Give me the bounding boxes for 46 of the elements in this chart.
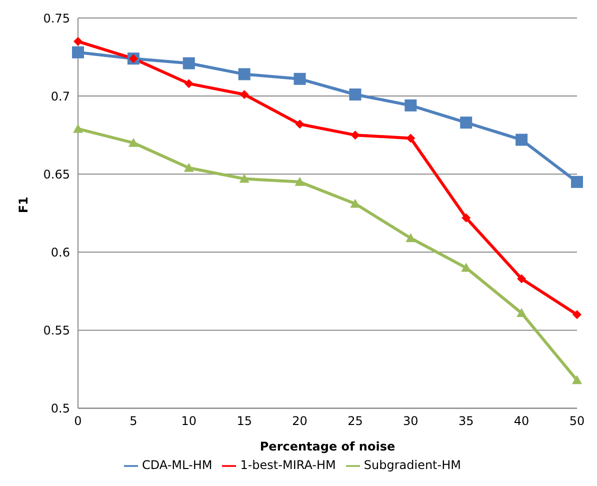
y-tick-label: 0.75: [43, 11, 70, 26]
point: [184, 162, 194, 172]
x-tick-label: 30: [403, 414, 418, 428]
point: [294, 176, 305, 186]
x-tick-label: 50: [569, 414, 585, 428]
point: [349, 88, 362, 100]
y-tick-label: 0.6: [50, 245, 70, 260]
point: [404, 99, 417, 112]
point: [182, 57, 195, 70]
y-tick-label: 0.65: [43, 167, 70, 182]
point: [294, 72, 306, 85]
point: [572, 310, 582, 320]
point: [73, 124, 83, 133]
point: [295, 120, 304, 129]
point: [516, 308, 527, 318]
point: [517, 274, 526, 284]
point: [184, 79, 194, 88]
x-tick-label: 10: [181, 414, 197, 428]
point: [462, 213, 471, 222]
point: [72, 46, 84, 58]
x-tick-label: 40: [514, 414, 530, 428]
point: [240, 90, 249, 99]
x-tick-label: 15: [236, 414, 252, 428]
x-tick-label: 35: [458, 414, 474, 428]
point: [572, 375, 582, 384]
point: [571, 176, 583, 188]
x-tick-label: 5: [130, 414, 138, 428]
point: [350, 198, 360, 208]
point: [460, 116, 472, 129]
x-tick-label: 25: [348, 414, 363, 428]
x-tick-label: 0: [74, 414, 82, 428]
point: [128, 138, 138, 147]
point: [239, 174, 250, 183]
y-axis-title: F1: [16, 196, 30, 214]
legend-label: Subgradient-HM: [364, 458, 461, 472]
point: [74, 36, 82, 46]
point: [516, 134, 528, 146]
x-axis-title: Percentage of noise: [260, 439, 396, 454]
y-tick-label: 0.7: [50, 89, 70, 104]
legend-label: CDA-ML-HM: [142, 458, 212, 472]
y-tick-label: 0.55: [43, 323, 70, 338]
point: [238, 68, 250, 80]
y-tick-label: 0.5: [50, 402, 70, 416]
legend-label: 1-best-MIRA-HM: [240, 458, 336, 472]
x-tick-label: 20: [292, 414, 308, 428]
point: [406, 233, 416, 242]
